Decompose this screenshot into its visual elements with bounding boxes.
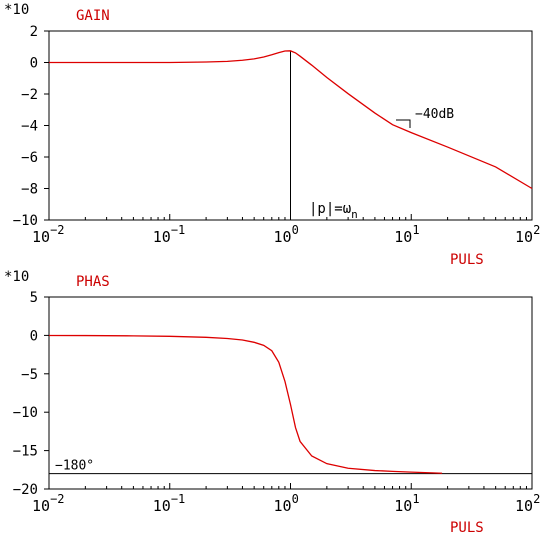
- phase-x-tick-label: 100: [274, 492, 299, 515]
- gain-x-tick-exponent: 1: [412, 223, 419, 237]
- phase-plot-frame: [48, 296, 533, 490]
- gain-x-tick-exponent: 0: [292, 223, 299, 237]
- phase-x-tick-base: 10: [394, 497, 412, 515]
- gain-scale-label: *10: [4, 2, 29, 18]
- phase-x-tick-base: 10: [32, 497, 50, 515]
- gain-y-tick-label: −4: [21, 119, 38, 135]
- gain-x-tick-base: 10: [394, 228, 412, 246]
- gain-y-tick-label: 0: [30, 56, 38, 72]
- gain-x-tick-base: 10: [274, 228, 292, 246]
- phase-x-tick-label: 101: [394, 492, 419, 515]
- phase-scale-label: *10: [4, 269, 29, 285]
- phase-y-tick-label: −5: [21, 367, 38, 383]
- gain-x-tick-exponent: −2: [50, 223, 64, 237]
- phase-x-tick-label: 10−2: [32, 492, 65, 515]
- slope-label: −40dB: [415, 107, 454, 122]
- phase-series-line: [48, 334, 443, 474]
- phase-x-tick-exponent: −1: [171, 492, 185, 506]
- gain-x-axis-label: PULS: [450, 252, 484, 268]
- gain-title: GAIN: [76, 8, 110, 24]
- gain-x-tick-label: 101: [394, 223, 419, 246]
- phase-x-tick-base: 10: [274, 497, 292, 515]
- gain-x-tick-label: 100: [274, 223, 299, 246]
- phase-panel: *10 PHAS 50−5−10−15−20 10−2 10−1 100 101 102…: [4, 269, 540, 536]
- gain-y-ticks: 2 0 −2 −4 −6 −8 −10: [13, 24, 49, 229]
- gain-y-tick-label: −2: [21, 87, 38, 103]
- phase-x-tick-exponent: −2: [50, 492, 64, 506]
- phase-y-tick-label: −10: [13, 405, 38, 421]
- gain-x-tick-label: 10−1: [153, 223, 186, 246]
- gain-panel: *10 GAIN 20−2−4−6−8−10 10−2 10−1 100 101 102…: [4, 2, 540, 268]
- phase-x-axis-label: PULS: [450, 520, 484, 536]
- phase-y-tick-label: −20: [13, 482, 38, 498]
- phase-reference-label: −180°: [55, 459, 94, 474]
- gain-y-tick-label: −8: [21, 182, 38, 198]
- slope-triangle: [396, 119, 411, 128]
- phase-x-tick-exponent: 0: [292, 492, 299, 506]
- phase-y-tick-label: 5: [30, 290, 38, 306]
- phase-x-ticks: 10−2 10−1 100 101 102: [32, 483, 540, 515]
- natural-frequency-label: |p|=ωn: [309, 201, 358, 221]
- natural-frequency-text: |p|=ω: [309, 201, 351, 217]
- phase-x-tick-label: 10−1: [153, 492, 186, 515]
- gain-x-tick-base: 10: [32, 228, 50, 246]
- phase-y-ticks: 5 0 −5 −10 −15 −20: [13, 290, 49, 498]
- gain-x-tick-exponent: −1: [171, 223, 185, 237]
- gain-y-tick-label: −6: [21, 150, 38, 166]
- phase-x-tick-exponent: 1: [412, 492, 419, 506]
- gain-x-tick-label: 102: [515, 223, 540, 246]
- gain-y-tick-label: −10: [13, 213, 38, 229]
- gain-x-tick-base: 10: [153, 228, 171, 246]
- natural-frequency-subscript: n: [351, 208, 358, 221]
- gain-series-line: [49, 50, 533, 190]
- gain-x-tick-base: 10: [515, 228, 533, 246]
- phase-y-tick-label: 0: [30, 328, 38, 344]
- gain-x-tick-label: 10−2: [32, 223, 65, 246]
- phase-x-tick-label: 102: [515, 492, 540, 515]
- phase-x-tick-exponent: 2: [533, 492, 540, 506]
- phase-title: PHAS: [76, 274, 110, 290]
- gain-x-ticks: 10−2 10−1 100 101 102: [32, 214, 540, 246]
- gain-y-tick-label: 2: [30, 24, 38, 40]
- phase-y-tick-label: −15: [13, 444, 38, 460]
- gain-x-tick-exponent: 2: [533, 223, 540, 237]
- phase-x-tick-base: 10: [153, 497, 171, 515]
- phase-x-tick-base: 10: [515, 497, 533, 515]
